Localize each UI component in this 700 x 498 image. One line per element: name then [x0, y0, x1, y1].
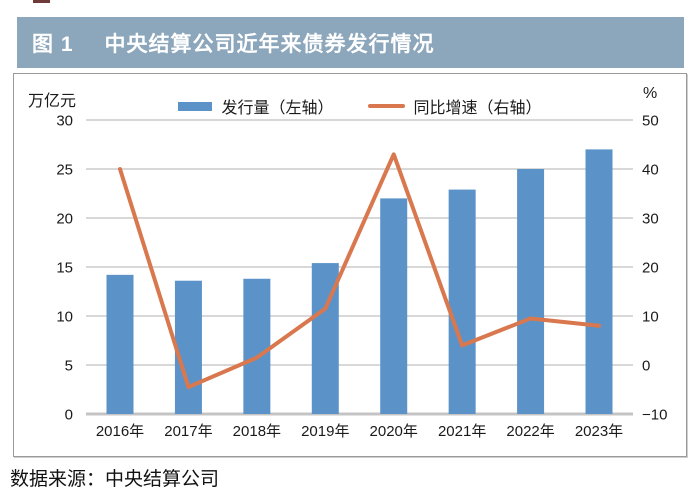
issuance-bar-2023年 [585, 149, 613, 414]
legend-label-growth: 同比增速（右轴） [413, 100, 542, 117]
right-axis-tick-label: 30 [642, 211, 659, 228]
issuance-bar-2022年 [517, 169, 545, 414]
right-axis-tick-label: 0 [642, 358, 650, 375]
x-axis-label: 2021年 [438, 423, 486, 440]
left-axis-tick-label: 30 [56, 113, 73, 130]
right-axis-tick-label: 10 [642, 309, 659, 326]
figure-title: 中央结算公司近年来债券发行情况 [104, 32, 435, 56]
issuance-bar-2021年 [448, 189, 476, 414]
chart-panel: 万亿元 % 发行量（左轴） 同比增速（右轴） 0 −10 5 0 10 10 15 20 20 3… [13, 73, 687, 457]
figure-number: 图 1 [32, 32, 74, 56]
left-axis-tick-label: 15 [56, 260, 73, 277]
right-axis-tick-label: 40 [642, 162, 659, 179]
left-axis-tick-label: 0 [65, 407, 73, 424]
x-axis-label: 2022年 [506, 423, 554, 440]
chart-legend: 发行量（左轴） 同比增速（右轴） [14, 94, 686, 118]
left-axis-tick-label: 20 [56, 211, 73, 228]
crop-artifact-line [33, 0, 50, 3]
x-axis-label: 2020年 [370, 423, 418, 440]
issuance-bar-2016年 [106, 274, 134, 414]
left-axis-tick-label: 10 [56, 309, 73, 326]
legend-item-issuance: 发行量（左轴） [178, 94, 334, 118]
x-axis-label: 2023年 [575, 423, 623, 440]
x-axis-label: 2019年 [301, 423, 349, 440]
right-axis-unit-label: % [643, 85, 658, 102]
right-axis-tick-label: −10 [642, 407, 667, 424]
line-series-swatch [367, 104, 405, 108]
data-source-note: 数据来源：中央结算公司 [10, 469, 220, 490]
left-axis-tick-label: 25 [56, 162, 73, 179]
left-axis-unit-label: 万亿元 [28, 93, 77, 110]
right-axis-tick-label: 20 [642, 260, 659, 277]
x-axis-label: 2016年 [96, 423, 144, 440]
right-axis-tick-label: 50 [642, 113, 659, 130]
issuance-bar-2020年 [380, 198, 408, 414]
issuance-bar-2017年 [174, 280, 202, 414]
bar-series-swatch [178, 101, 213, 111]
x-axis-label: 2018年 [233, 423, 281, 440]
issuance-bar-2018年 [243, 278, 271, 414]
legend-label-issuance: 发行量（左轴） [221, 100, 334, 117]
figure-title-bar: 图 1 中央结算公司近年来债券发行情况 [17, 17, 684, 68]
growth-rate-line [118, 152, 602, 390]
left-axis-tick-label: 5 [65, 358, 73, 375]
x-axis-label: 2017年 [164, 423, 212, 440]
legend-item-growth: 同比增速（右轴） [367, 94, 542, 118]
